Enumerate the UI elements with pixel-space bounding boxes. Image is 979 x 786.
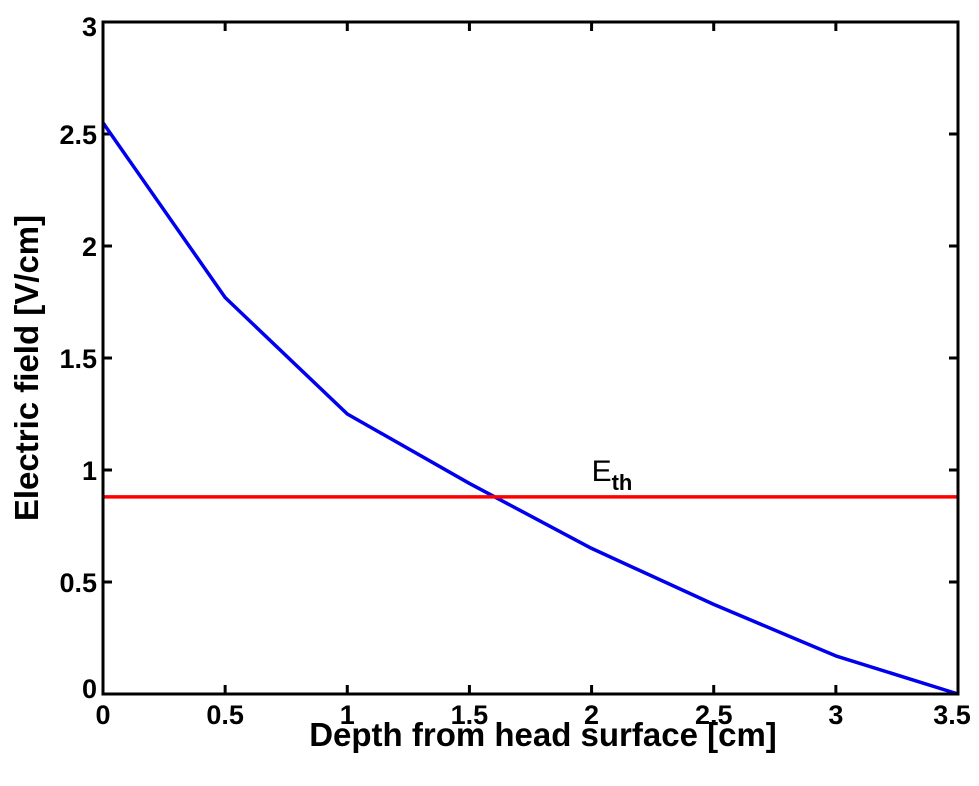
threshold-annotation-subscript: th <box>612 470 633 495</box>
y-tick-label: 1 <box>82 456 97 486</box>
y-tick-label-group: 0 0.5 1 1.5 2 2.5 3 <box>59 12 97 704</box>
y-tick-label: 0.5 <box>59 568 97 598</box>
x-tick-label: 2 <box>584 700 599 730</box>
x-tick-label: 3 <box>828 700 843 730</box>
electric-field-line <box>101 121 959 696</box>
y-tick-label: 2.5 <box>59 120 97 150</box>
y-tick-label: 1.5 <box>59 344 97 374</box>
x-tick-label: 3.5 <box>933 700 971 730</box>
plot-frame <box>101 20 960 696</box>
x-tick-label-group: 0 0.5 1 1.5 2 2.5 3 3.5 <box>95 700 970 730</box>
plot-area <box>103 22 958 694</box>
y-axis-label: Electric field [V/cm] <box>8 215 45 521</box>
threshold-annotation-main: E <box>592 455 612 488</box>
x-tick-label: 0.5 <box>206 700 244 730</box>
y-tick-label: 3 <box>82 12 97 42</box>
x-tick-label: 2.5 <box>695 700 733 730</box>
y-tick-label: 0 <box>82 674 97 704</box>
x-tick-label: 0 <box>95 700 110 730</box>
x-axis-label: Depth from head surface [cm] <box>309 716 777 753</box>
series-group <box>101 121 959 696</box>
y-tick-label: 2 <box>82 232 97 262</box>
x-tick-label: 1.5 <box>451 700 489 730</box>
x-tick-label: 1 <box>340 700 355 730</box>
threshold-annotation: Eth <box>592 455 633 495</box>
